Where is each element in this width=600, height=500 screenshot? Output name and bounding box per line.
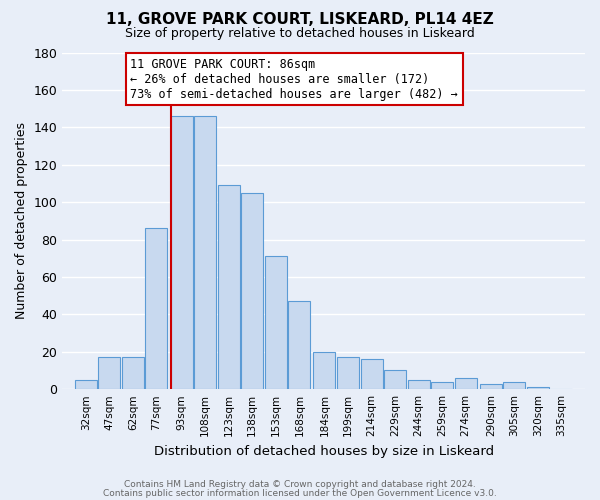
Bar bbox=[170, 116, 193, 389]
Bar bbox=[337, 358, 359, 389]
Bar bbox=[384, 370, 406, 389]
Bar bbox=[122, 358, 144, 389]
Bar bbox=[194, 116, 216, 389]
Bar bbox=[75, 380, 97, 389]
Bar bbox=[503, 382, 526, 389]
Bar bbox=[431, 382, 453, 389]
Y-axis label: Number of detached properties: Number of detached properties bbox=[15, 122, 28, 320]
Bar bbox=[527, 388, 549, 389]
Bar bbox=[313, 352, 335, 389]
Bar bbox=[241, 193, 263, 389]
Bar bbox=[218, 186, 239, 389]
Bar bbox=[407, 380, 430, 389]
Text: 11, GROVE PARK COURT, LISKEARD, PL14 4EZ: 11, GROVE PARK COURT, LISKEARD, PL14 4EZ bbox=[106, 12, 494, 28]
Bar bbox=[98, 358, 121, 389]
Bar bbox=[480, 384, 502, 389]
Text: 11 GROVE PARK COURT: 86sqm
← 26% of detached houses are smaller (172)
73% of sem: 11 GROVE PARK COURT: 86sqm ← 26% of deta… bbox=[130, 58, 458, 100]
Bar bbox=[455, 378, 476, 389]
Text: Contains HM Land Registry data © Crown copyright and database right 2024.: Contains HM Land Registry data © Crown c… bbox=[124, 480, 476, 489]
Text: Contains public sector information licensed under the Open Government Licence v3: Contains public sector information licen… bbox=[103, 488, 497, 498]
X-axis label: Distribution of detached houses by size in Liskeard: Distribution of detached houses by size … bbox=[154, 444, 494, 458]
Bar bbox=[289, 302, 310, 389]
Bar bbox=[265, 256, 287, 389]
Text: Size of property relative to detached houses in Liskeard: Size of property relative to detached ho… bbox=[125, 28, 475, 40]
Bar bbox=[361, 360, 383, 389]
Bar bbox=[145, 228, 167, 389]
